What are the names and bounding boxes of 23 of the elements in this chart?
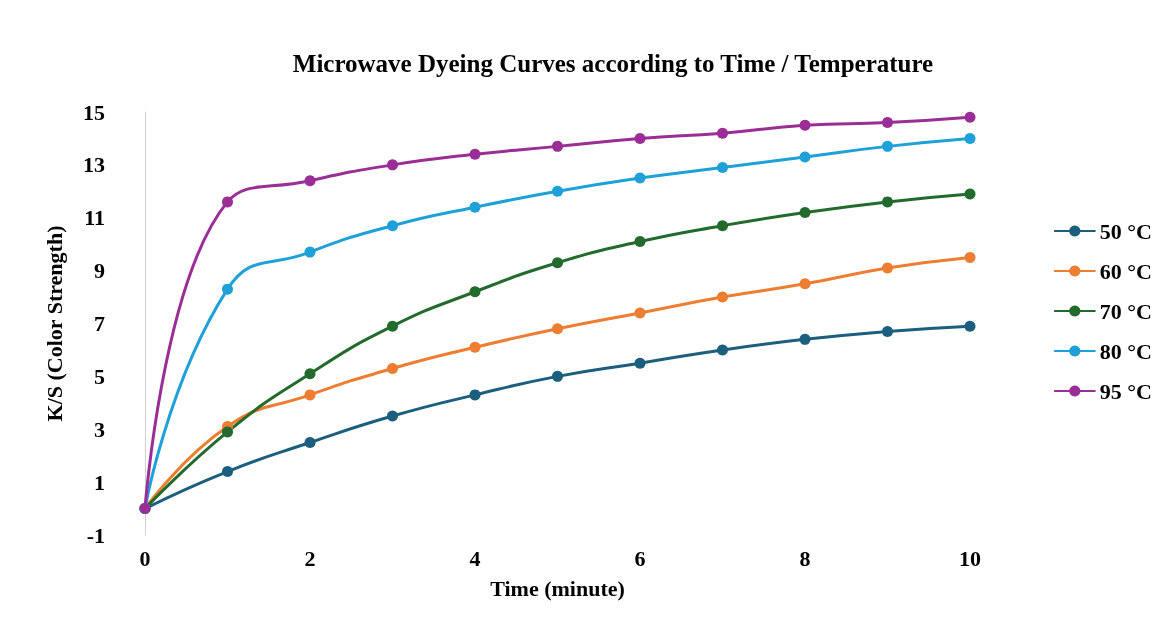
y-tick-label: 9 (94, 258, 105, 284)
x-tick-label: 6 (634, 545, 646, 571)
y-tick-label: 11 (84, 205, 105, 231)
legend-label: 60 °C (1099, 258, 1152, 284)
legend-label: 95 °C (1099, 378, 1152, 404)
chart-title: Microwave Dyeing Curves according to Time / Temperature (292, 50, 934, 77)
x-tick-label: 10 (959, 545, 981, 571)
legend-label: 80 °C (1099, 338, 1152, 364)
x-tick-label: 8 (799, 545, 811, 571)
x-axis-title: Time (minute) (490, 575, 625, 601)
y-tick-label: 3 (94, 416, 105, 442)
y-tick-label: 5 (94, 363, 105, 389)
x-tick-label: 0 (139, 545, 151, 571)
x-tick-label: 2 (304, 545, 316, 571)
y-tick-label: -1 (86, 522, 105, 548)
x-tick-label: 4 (469, 545, 481, 571)
legend-label: 70 °C (1099, 298, 1152, 324)
y-tick-label: 1 (94, 469, 105, 495)
y-tick-label: 13 (83, 152, 105, 178)
legend-label: 50 °C (1099, 218, 1152, 244)
y-tick-label: 15 (83, 99, 105, 125)
y-axis-title: K/S (Color Strength) (41, 225, 67, 422)
y-tick-label: 7 (94, 311, 105, 336)
